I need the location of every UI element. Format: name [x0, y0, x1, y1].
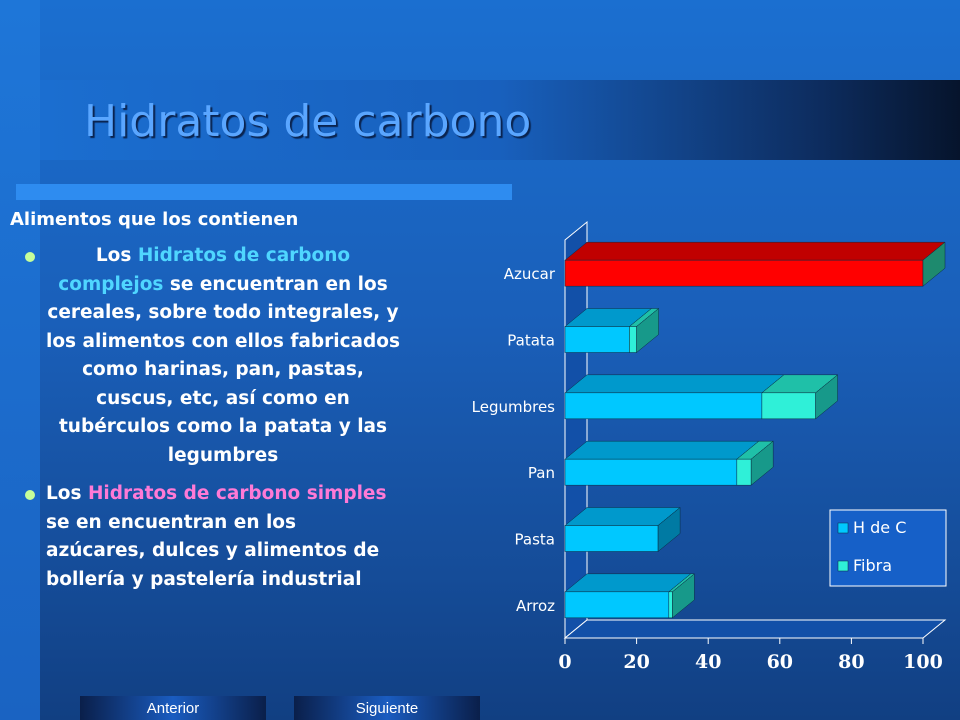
- left-decor-strip: [0, 0, 40, 720]
- x-tick-label: 100: [903, 651, 943, 673]
- next-button[interactable]: Siguiente: [294, 696, 480, 720]
- bullet1-pre: Los: [95, 245, 138, 266]
- bar-legumbres-fibra: [761, 392, 816, 420]
- bar-side-arroz: [672, 573, 695, 619]
- legend-label-hdc: H de C: [853, 518, 906, 537]
- bar-top-pan: [564, 440, 760, 460]
- bullet-simple-carbs: Los Hidratos de carbono simples se en en…: [10, 480, 400, 594]
- x-tick-label: 80: [838, 651, 864, 673]
- bar-patata-fibra: [629, 326, 637, 353]
- bar-azucar-hdc: [564, 259, 924, 287]
- bullet-list: Los Hidratos de carbono complejos se enc…: [10, 242, 400, 594]
- bar-arroz-fibra: [668, 591, 673, 619]
- chart-floor: [563, 619, 947, 639]
- bullet1-post: se encuentran en los cereales, sobre tod…: [46, 273, 401, 466]
- bullet2-pre: Los: [46, 483, 88, 504]
- x-tick-label: 60: [767, 651, 793, 673]
- bar-legumbres-hdc: [564, 392, 763, 420]
- bullet2-post: se en encuentran en los azúcares, dulces…: [46, 511, 380, 590]
- chart-legend: [829, 509, 947, 587]
- bar-top-azucar: [564, 241, 946, 261]
- title-underline: [16, 184, 512, 200]
- category-label-pasta: Pasta: [515, 531, 555, 549]
- bar-pan-hdc: [564, 458, 738, 486]
- bar-side-pan: [750, 440, 774, 486]
- x-tick-label: 0: [558, 651, 571, 673]
- bar-side-azucar: [922, 241, 946, 287]
- legend-label-fibra: Fibra: [853, 556, 892, 575]
- title-band: [40, 80, 960, 160]
- legend-swatch-fibra: [837, 560, 849, 572]
- text-content: Alimentos que los contienen Los Hidratos…: [10, 206, 400, 604]
- slide-subtitle: Alimentos que los contienen: [10, 209, 299, 230]
- bar-top-legumbres: [564, 374, 785, 394]
- bar-pasta-hdc: [564, 525, 659, 552]
- bar-pan-fibra: [736, 458, 752, 486]
- bullet-complex-carbs: Los Hidratos de carbono complejos se enc…: [10, 242, 400, 470]
- bar-patata-hdc: [564, 326, 630, 353]
- bar-side-legumbres: [815, 374, 838, 420]
- category-label-azucar: Azucar: [504, 265, 556, 283]
- category-label-arroz: Arroz: [516, 597, 555, 615]
- category-label-legumbres: Legumbres: [472, 398, 556, 416]
- slide-title: Hidratos de carbono: [84, 96, 532, 147]
- x-tick-label: 20: [623, 651, 649, 673]
- category-label-patata: Patata: [507, 332, 555, 350]
- bullet2-highlight: Hidratos de carbono simples: [87, 483, 387, 504]
- bar-side-pasta: [657, 506, 681, 553]
- bar-arroz-hdc: [564, 591, 670, 619]
- bullet1-highlight: Hidratos de carbono complejos: [58, 245, 351, 295]
- previous-button[interactable]: Anterior: [80, 696, 266, 720]
- x-tick-label: 40: [695, 651, 721, 673]
- bar-side-patata: [636, 307, 659, 354]
- category-label-pan: Pan: [528, 464, 555, 482]
- legend-swatch-hdc: [837, 522, 849, 534]
